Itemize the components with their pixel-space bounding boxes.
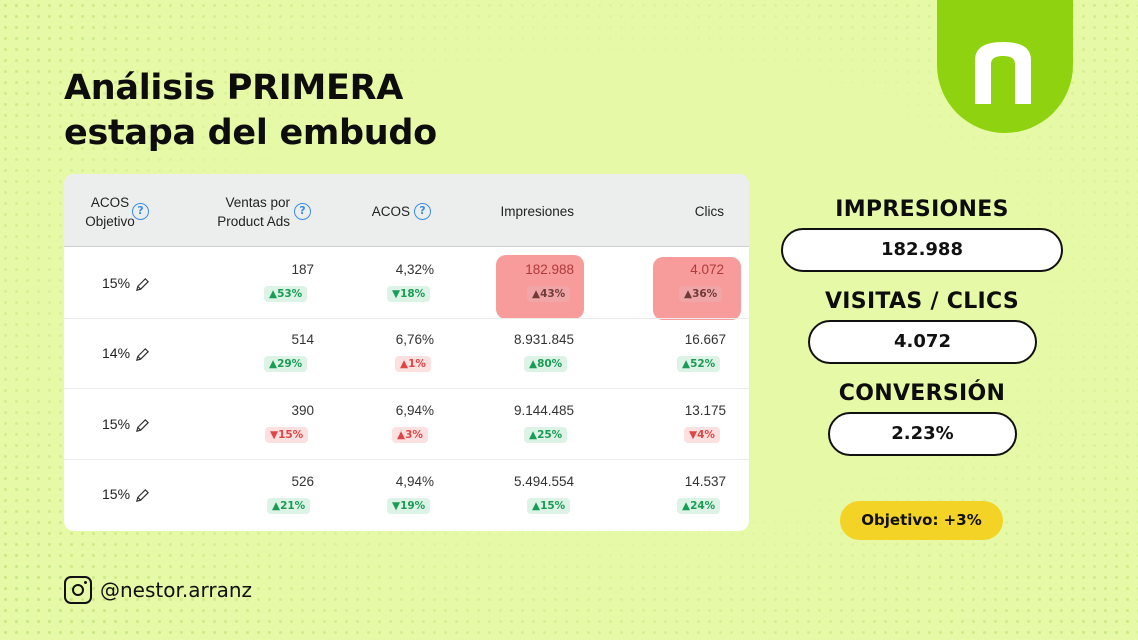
impresiones-change-badge: ▲43%: [527, 286, 571, 302]
pencil-icon[interactable]: [135, 488, 150, 503]
impresiones-value: 8.931.845: [513, 332, 574, 347]
visitas-clics-value-pill: 4.072: [808, 320, 1037, 364]
header-impresiones: Impresiones: [500, 204, 574, 219]
row-divider: [64, 318, 749, 319]
impresiones-change-badge: ▲15%: [527, 498, 571, 514]
metrics-table: ACOS Objetivo ? Ventas por Product Ads ?…: [64, 174, 749, 531]
ventas-value: 526: [291, 474, 314, 489]
acos-change-badge: ▲1%: [395, 356, 431, 372]
acos-value: 6,94%: [395, 403, 434, 418]
impresiones-change-badge: ▲80%: [524, 356, 568, 372]
conversion-label: CONVERSIÓN: [838, 381, 1006, 406]
social-handle[interactable]: @nestor.arranz: [100, 578, 253, 602]
acos-value: 4,32%: [395, 262, 434, 277]
clics-change-badge: ▲52%: [677, 356, 721, 372]
impresiones-change-badge: ▲25%: [524, 427, 568, 443]
ventas-value: 514: [291, 332, 314, 347]
row-divider: [64, 459, 749, 460]
help-icon[interactable]: ?: [414, 203, 431, 220]
header-acos-objetivo: ACOS Objetivo: [85, 195, 135, 229]
table-row: 15% 526 ▲21% 4,94% ▼19% 5.494.554 ▲15% 1…: [64, 459, 749, 529]
ventas-value: 390: [291, 403, 314, 418]
objetivo-badge: Objetivo: +3%: [840, 501, 1003, 540]
acos-change-badge: ▲3%: [392, 427, 428, 443]
clics-change-badge: ▲36%: [679, 286, 723, 302]
ventas-value: 187: [291, 262, 314, 277]
acos-objetivo-cell[interactable]: 14%: [102, 345, 150, 362]
clics-value: 16.667: [684, 332, 726, 347]
brand-logo-icon: [975, 42, 1031, 104]
table-row: 14% 514 ▲29% 6,76% ▲1% 8.931.845 ▲80% 16…: [64, 318, 749, 388]
impresiones-value-pill: 182.988: [781, 228, 1063, 272]
acos-value: 6,76%: [395, 332, 434, 347]
header-ventas-product-ads: Ventas por Product Ads: [217, 195, 290, 229]
acos-objetivo-cell[interactable]: 15%: [102, 416, 150, 433]
pencil-icon[interactable]: [135, 418, 150, 433]
clics-value: 14.537: [684, 474, 726, 489]
header-acos: ACOS: [371, 204, 410, 219]
logo-micro-text: [1040, 64, 1048, 102]
header-clics: Clics: [694, 204, 724, 219]
acos-value: 4,94%: [395, 474, 434, 489]
visitas-clics-label: VISITAS / CLICS: [824, 289, 1019, 314]
impresiones-label: IMPRESIONES: [835, 197, 1009, 222]
impresiones-value: 5.494.554: [513, 474, 574, 489]
clics-value: 13.175: [684, 403, 726, 418]
ventas-change-badge: ▼15%: [265, 427, 309, 443]
table-row: 15% 390 ▼15% 6,94% ▲3% 9.144.485 ▲25% 13…: [64, 388, 749, 458]
table-header: ACOS Objetivo ? Ventas por Product Ads ?…: [64, 174, 749, 247]
help-icon[interactable]: ?: [132, 203, 149, 220]
acos-change-badge: ▼18%: [387, 286, 431, 302]
help-icon[interactable]: ?: [294, 203, 311, 220]
acos-change-badge: ▼19%: [387, 498, 431, 514]
ventas-change-badge: ▲21%: [267, 498, 311, 514]
ventas-change-badge: ▲53%: [264, 286, 308, 302]
acos-objetivo-cell[interactable]: 15%: [102, 486, 150, 503]
table-row: 15% 187 ▲53% 4,32% ▼18% 182.988 ▲43% 4.0…: [64, 248, 749, 318]
page-title: Análisis PRIMERA estapa del embudo: [64, 66, 437, 156]
ventas-change-badge: ▲29%: [264, 356, 308, 372]
conversion-value-pill: 2.23%: [828, 412, 1017, 456]
clics-change-badge: ▲24%: [677, 498, 721, 514]
instagram-icon[interactable]: [64, 576, 92, 604]
impresiones-value: 182.988: [525, 262, 574, 277]
title-line-2: estapa del embudo: [64, 113, 437, 153]
brand-logo-tab: [937, 0, 1073, 133]
pencil-icon[interactable]: [135, 347, 150, 362]
title-line-1: Análisis PRIMERA: [64, 68, 404, 108]
clics-value: 4.072: [690, 262, 724, 277]
row-divider: [64, 388, 749, 389]
impresiones-value: 9.144.485: [513, 403, 574, 418]
pencil-icon[interactable]: [135, 277, 150, 292]
acos-objetivo-cell[interactable]: 15%: [102, 275, 150, 292]
clics-change-badge: ▼4%: [684, 427, 720, 443]
